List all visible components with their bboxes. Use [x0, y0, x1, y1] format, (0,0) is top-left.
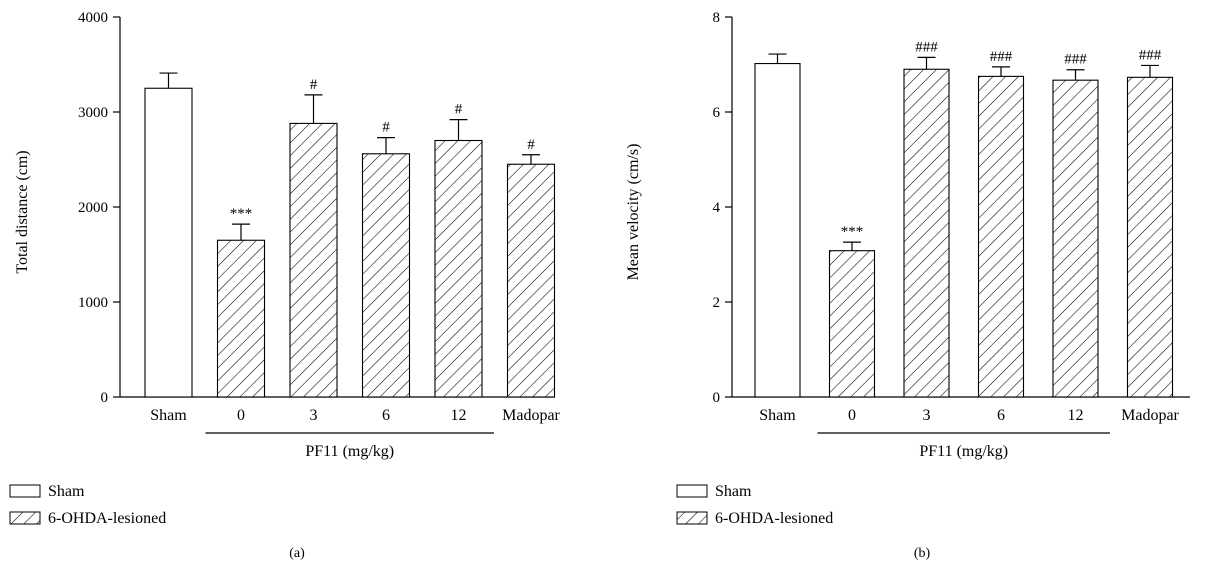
x-category-label: Sham: [759, 407, 796, 424]
significance-mark: #: [527, 137, 535, 153]
bar: [144, 87, 193, 398]
bar: [754, 62, 801, 398]
bar: [434, 139, 483, 398]
bar: [977, 75, 1025, 398]
significance-mark: #: [382, 120, 390, 136]
significance-mark: ###: [990, 49, 1013, 65]
x-category-label: 6: [997, 407, 1005, 424]
y-tick-label: 4000: [78, 10, 108, 26]
y-tick-label: 1000: [78, 295, 108, 311]
legend-swatch: [9, 484, 41, 498]
x-category-label: 6: [382, 407, 390, 424]
y-tick-label: 0: [713, 390, 721, 406]
legend-label: 6-OHDA-lesioned: [48, 510, 166, 527]
bar: [1126, 76, 1174, 398]
x-category-label: 12: [1068, 407, 1084, 424]
y-tick-label: 8: [713, 10, 721, 26]
significance-mark: #: [310, 77, 318, 93]
y-tick-label: 6: [713, 105, 721, 121]
bar: [903, 68, 950, 398]
bar: [361, 153, 411, 398]
x-category-label: Madopar: [1121, 407, 1179, 424]
panel-label: (a): [289, 546, 305, 561]
significance-mark: ###: [1139, 47, 1162, 63]
chart-panel-a: 0 1000 2000 3000 4000 Total distance (cm) Sham…: [9, 10, 561, 561]
legend-swatch: [676, 484, 708, 498]
y-tick-label: 4: [713, 200, 721, 216]
y-tick-label: 0: [101, 390, 109, 406]
x-category-label: 3: [310, 407, 318, 424]
legend-label: 6-OHDA-lesioned: [715, 510, 833, 527]
bar: [828, 250, 876, 398]
bar: [289, 122, 338, 398]
x-category-label: 0: [237, 407, 245, 424]
significance-mark: ###: [915, 39, 938, 55]
legend-label: Sham: [48, 483, 85, 500]
y-axis-label: Total distance (cm): [14, 150, 31, 273]
x-category-label: Sham: [150, 407, 187, 424]
legend-label: Sham: [715, 483, 752, 500]
legend-swatch: [9, 511, 41, 525]
significance-mark: #: [455, 102, 463, 118]
y-tick-label: 2: [713, 295, 721, 311]
panel-label: (b): [914, 546, 931, 561]
bar: [216, 239, 266, 398]
y-tick-label: 3000: [78, 105, 108, 121]
bar: [506, 163, 556, 398]
x-category-label: 3: [923, 407, 931, 424]
significance-mark: ###: [1064, 52, 1087, 68]
significance-mark: ***: [230, 206, 253, 222]
group-label: PF11 (mg/kg): [305, 443, 394, 460]
group-label: PF11 (mg/kg): [919, 443, 1008, 460]
x-category-label: 12: [451, 407, 467, 424]
chart-panel-b: 0 2 4 6 8 Mean velocity (cm/s) Sham *** 0 ### 3 ###…: [625, 10, 1190, 561]
x-category-label: Madopar: [502, 407, 560, 424]
bar: [1052, 79, 1099, 398]
x-category-label: 0: [848, 407, 856, 424]
y-axis-label: Mean velocity (cm/s): [625, 144, 642, 281]
significance-mark: ***: [841, 224, 864, 240]
legend-swatch: [676, 511, 708, 525]
y-tick-label: 2000: [78, 200, 108, 216]
